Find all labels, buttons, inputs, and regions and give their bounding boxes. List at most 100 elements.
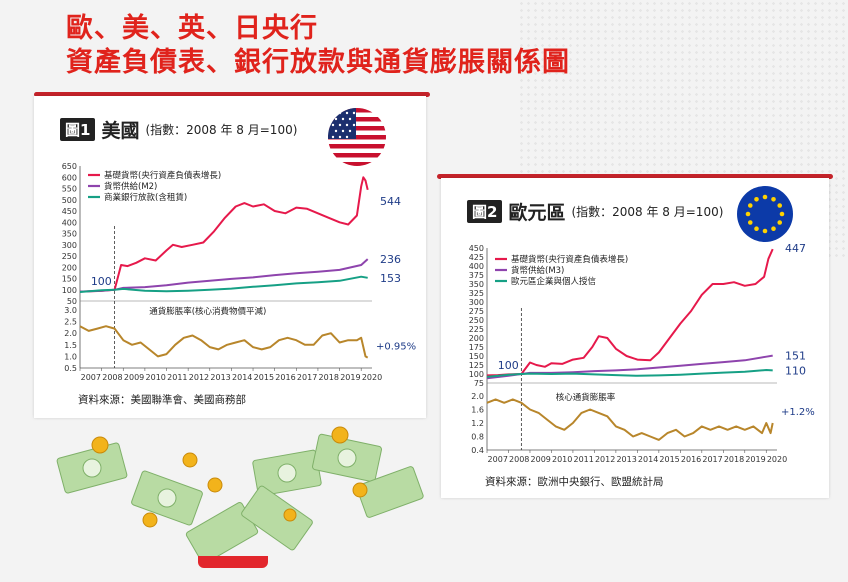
x-tick-label: 2012 bbox=[595, 455, 615, 464]
eu-flag-icon bbox=[737, 186, 793, 242]
y-tick-label: 600 bbox=[62, 173, 77, 182]
y-tick-label: 150 bbox=[62, 275, 77, 284]
x-tick-label: 2020 bbox=[767, 455, 787, 464]
y-tick-label: 0.8 bbox=[471, 433, 484, 442]
us-chart-card: 圖1 美國 (指數：2008 年 8 月=100) bbox=[34, 96, 426, 418]
series-line bbox=[79, 275, 368, 293]
page-title-line2: 資產負債表、銀行放款與通貨膨脹關係圖 bbox=[66, 47, 570, 78]
x-tick-label: 2014 bbox=[638, 455, 658, 464]
series-end-label: 110 bbox=[785, 364, 806, 377]
y-tick-label: 250 bbox=[469, 316, 484, 325]
eu-star bbox=[771, 226, 776, 232]
source-note: 資料來源：美國聯準會、美國商務部 bbox=[78, 394, 246, 406]
y-tick-label: 3.0 bbox=[64, 306, 77, 315]
x-tick-label: 2018 bbox=[724, 455, 744, 464]
y-tick-label: 100 bbox=[469, 370, 484, 379]
y-tick-label: 75 bbox=[474, 379, 484, 388]
y-tick-label: 175 bbox=[469, 343, 484, 352]
y-tick-label: 2.5 bbox=[64, 318, 77, 327]
y-tick-label: 100 bbox=[62, 286, 77, 295]
x-tick-label: 2010 bbox=[146, 373, 166, 382]
eu-star bbox=[745, 211, 751, 217]
eu-card-rod bbox=[437, 174, 833, 179]
page-title-line1: 歐、美、英、日央行 bbox=[66, 13, 318, 44]
eu-star bbox=[747, 220, 753, 225]
y-tick-label: 275 bbox=[469, 307, 484, 316]
eu-star bbox=[777, 203, 783, 208]
x-tick-label: 2015 bbox=[254, 373, 274, 382]
eu-star bbox=[754, 196, 759, 202]
eu-star bbox=[754, 226, 759, 232]
index-note: (指數：2008 年 8 月=100) bbox=[145, 123, 298, 137]
x-tick-label: 2008 bbox=[509, 455, 529, 464]
y-tick-label: 2.0 bbox=[64, 329, 77, 338]
y-tick-label: 350 bbox=[62, 230, 77, 239]
source-note: 資料來源：歐洲中央銀行、歐盟統計局 bbox=[485, 476, 664, 488]
x-tick-label: 2015 bbox=[659, 455, 679, 464]
y-tick-label: 150 bbox=[469, 352, 484, 361]
eu-star bbox=[779, 211, 785, 217]
y-tick-label: 300 bbox=[469, 298, 484, 307]
y-tick-label: 0.4 bbox=[471, 446, 484, 455]
y-tick-label: 650 bbox=[62, 162, 77, 171]
y-tick-label: 50 bbox=[67, 297, 77, 306]
x-tick-label: 2013 bbox=[210, 373, 230, 382]
series-line bbox=[79, 176, 369, 293]
y-tick-label: 300 bbox=[62, 241, 77, 250]
money-illustration bbox=[56, 426, 424, 564]
y-tick-label: 425 bbox=[469, 253, 484, 262]
x-tick-label: 2010 bbox=[552, 455, 572, 464]
x-tick-label: 2014 bbox=[232, 373, 252, 382]
y-tick-label: 1.6 bbox=[471, 406, 484, 415]
x-tick-label: 2011 bbox=[573, 455, 593, 464]
series-end-label: +1.2% bbox=[781, 407, 815, 418]
y-tick-label: 450 bbox=[62, 207, 77, 216]
us-panel-header: 圖1 美國 (指數：2008 年 8 月=100) bbox=[60, 116, 297, 143]
region-name: 美國 bbox=[101, 120, 140, 142]
x-tick-label: 2007 bbox=[488, 455, 508, 464]
y-tick-label: 375 bbox=[469, 271, 484, 280]
x-tick-label: 2016 bbox=[275, 373, 295, 382]
series-line bbox=[79, 258, 369, 293]
legend-label: 貨幣供給(M3) bbox=[511, 265, 564, 276]
x-tick-label: 2017 bbox=[297, 373, 317, 382]
series-end-label: 544 bbox=[380, 195, 401, 208]
eu-chart-card: 圖2 歐元區 (指數：2008 年 8 月=100) 75 100 125 150 17… bbox=[441, 178, 829, 498]
x-tick-label: 2016 bbox=[681, 455, 701, 464]
us-card-rod bbox=[34, 92, 430, 97]
y-tick-label: 450 bbox=[469, 244, 484, 253]
y-tick-label: 250 bbox=[62, 252, 77, 261]
eu-star bbox=[777, 220, 783, 225]
eu-panel-header: 圖2 歐元區 (指數：2008 年 8 月=100) bbox=[467, 198, 723, 225]
red-tray bbox=[198, 556, 268, 568]
x-tick-label: 2007 bbox=[81, 373, 101, 382]
eu-star bbox=[762, 194, 768, 200]
y-tick-label: 350 bbox=[469, 280, 484, 289]
y-tick-label: 1.2 bbox=[471, 419, 484, 428]
baseline-label: 100 bbox=[91, 275, 112, 288]
baseline-label: 100 bbox=[498, 359, 519, 372]
x-tick-label: 2019 bbox=[745, 455, 765, 464]
eu-chart-svg: 7510012515017520022525027530032535037540… bbox=[469, 242, 815, 464]
gold-coin-icon bbox=[91, 426, 368, 528]
series-end-label: 153 bbox=[380, 272, 401, 285]
y-tick-label: 400 bbox=[62, 218, 77, 227]
inflation-label: 核心通貨膨脹率 bbox=[556, 392, 616, 403]
legend-label: 貨幣供給(M2) bbox=[104, 181, 157, 192]
y-tick-label: 1.5 bbox=[64, 341, 77, 350]
region-name: 歐元區 bbox=[508, 202, 566, 224]
y-tick-label: 1.0 bbox=[64, 352, 77, 361]
x-tick-label: 2009 bbox=[531, 455, 551, 464]
x-tick-label: 2008 bbox=[102, 373, 122, 382]
y-tick-label: 2.0 bbox=[471, 392, 484, 401]
series-line bbox=[486, 248, 774, 377]
x-tick-label: 2019 bbox=[340, 373, 360, 382]
y-tick-label: 125 bbox=[469, 361, 484, 370]
y-tick-label: 200 bbox=[62, 263, 77, 272]
y-tick-label: 550 bbox=[62, 185, 77, 194]
inflation-line bbox=[486, 398, 774, 441]
y-tick-label: 500 bbox=[62, 196, 77, 205]
legend-label: 歐元區企業與個人授信 bbox=[511, 276, 597, 287]
x-tick-label: 2017 bbox=[702, 455, 722, 464]
us-flag-icon bbox=[328, 108, 386, 166]
